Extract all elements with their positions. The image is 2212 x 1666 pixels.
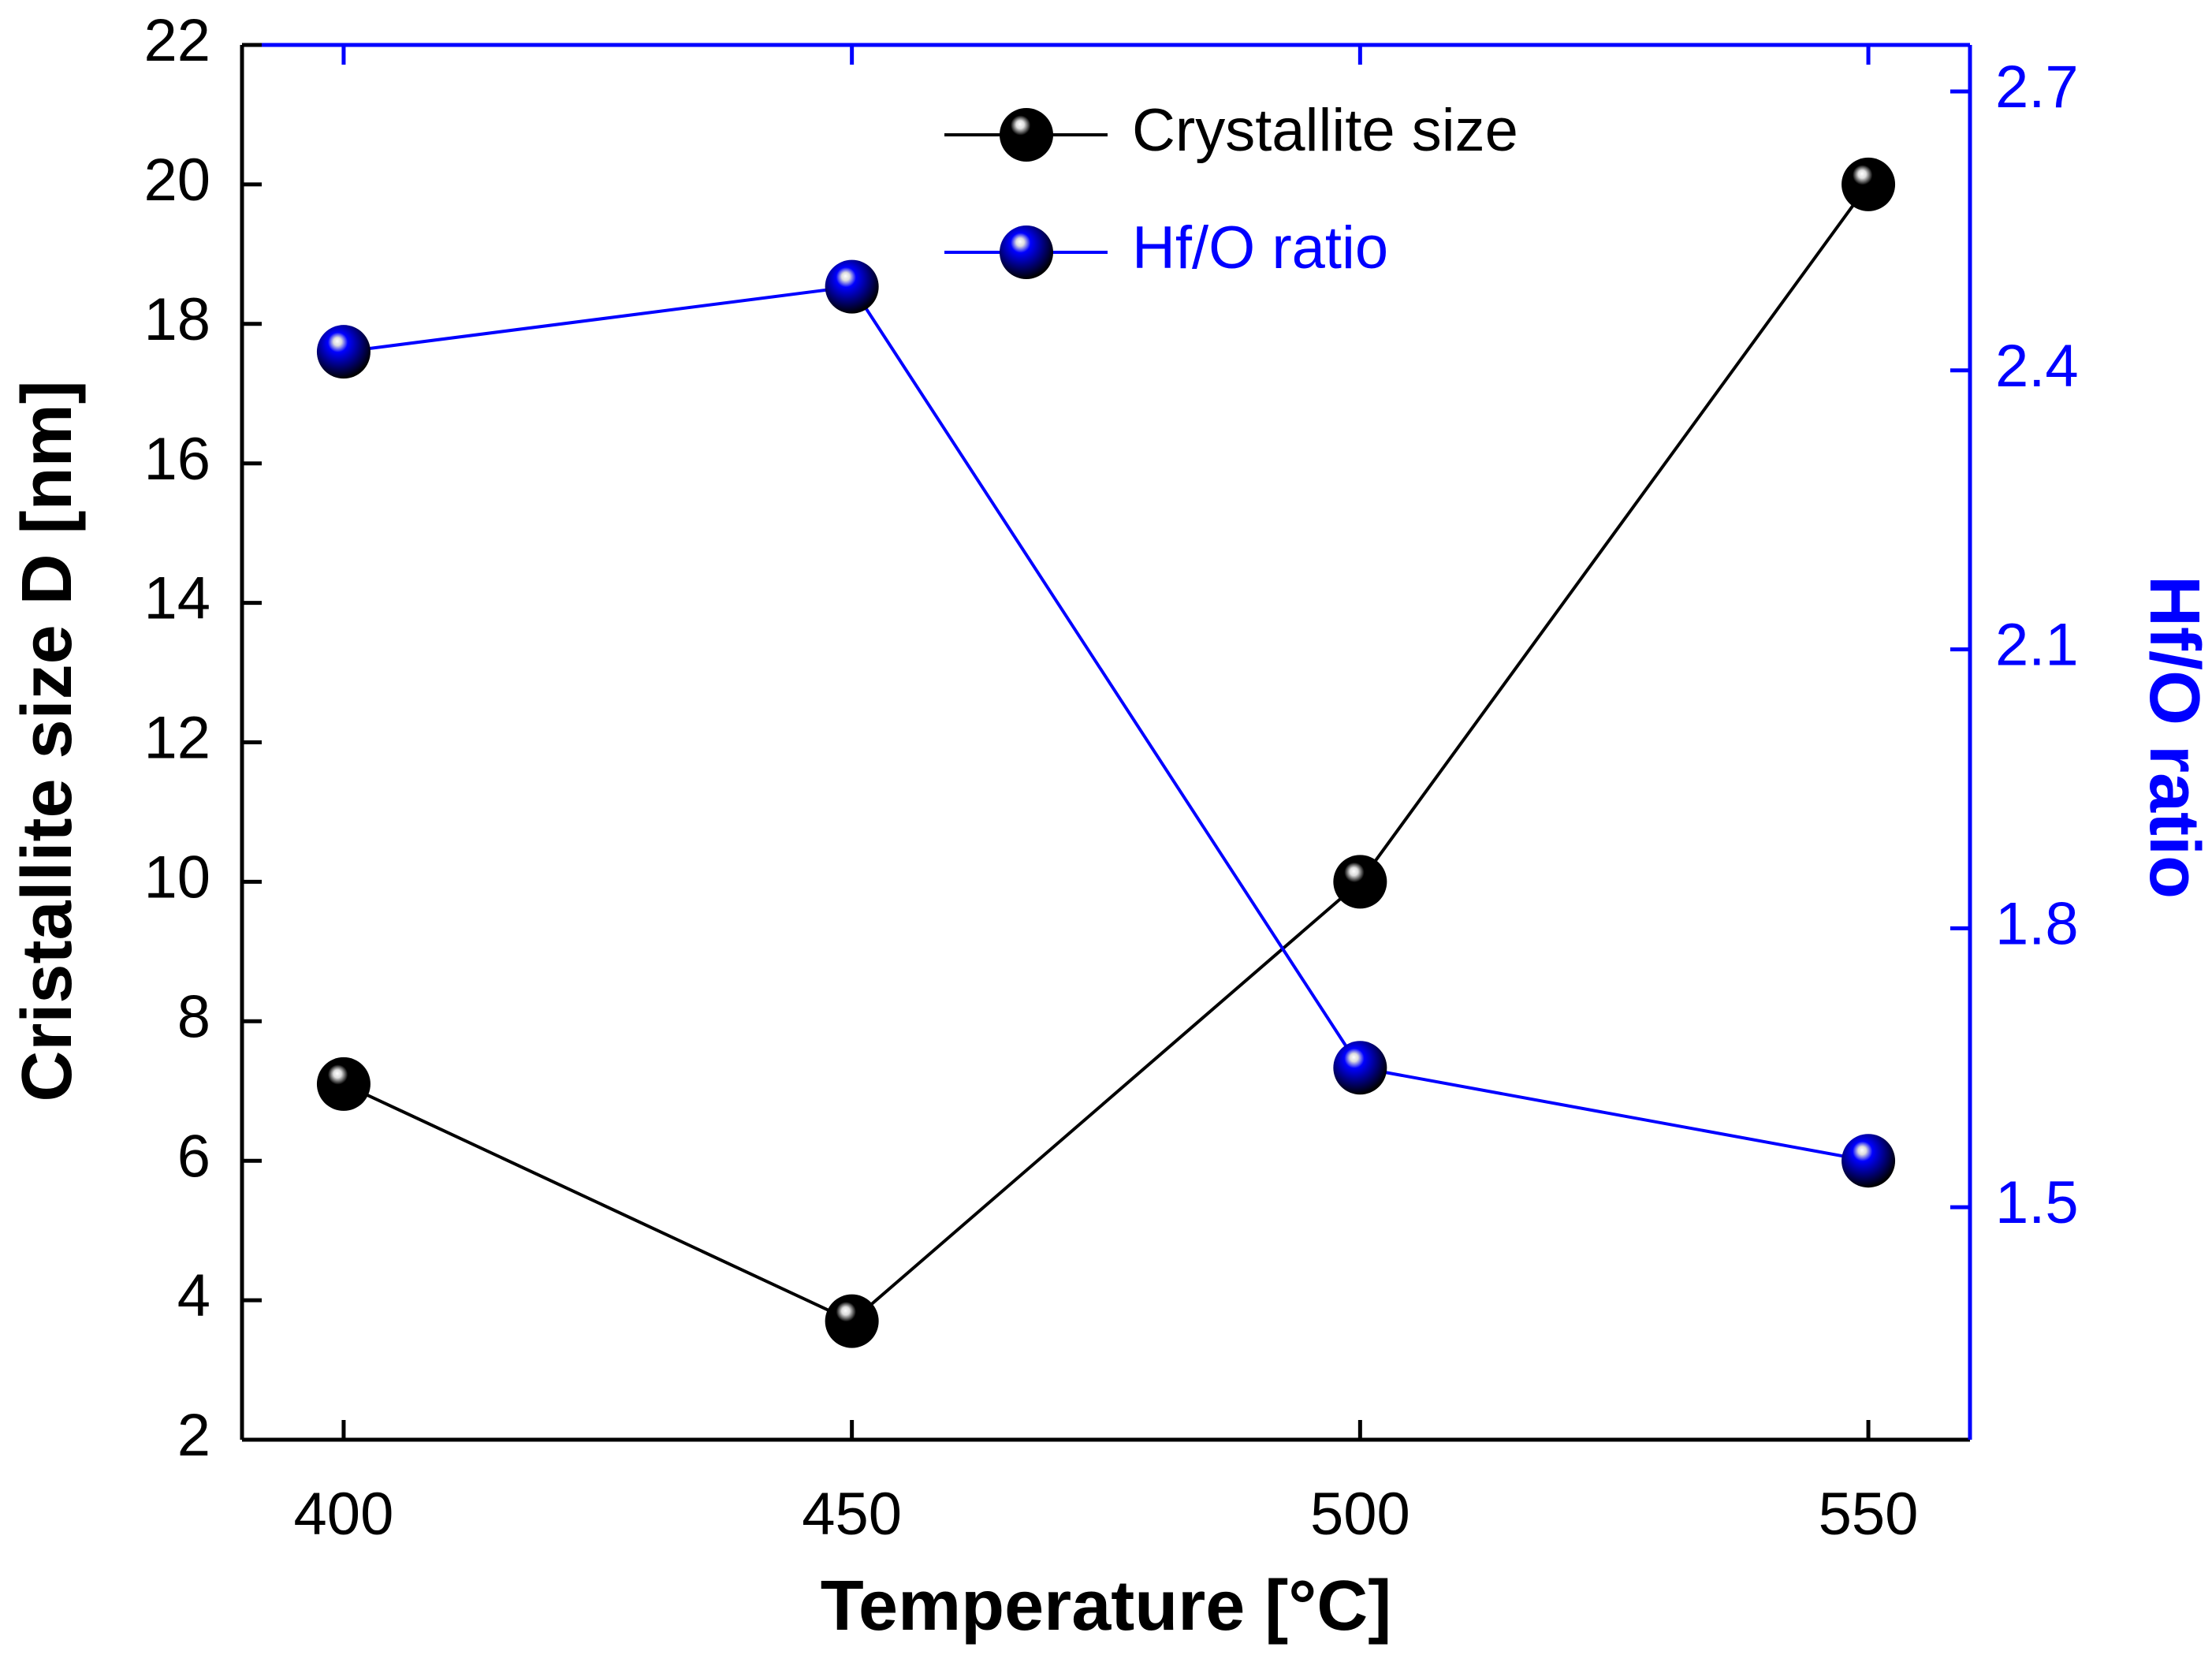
y-tick-label: 2 [177,1402,210,1469]
y-tick-label: 4 [177,1262,210,1329]
data-point [316,1057,371,1111]
legend-marker [1000,225,1053,279]
data-point [316,325,371,379]
y-tick-label: 10 [143,844,210,911]
y-tick-label: 16 [143,426,210,493]
series-line [343,183,1870,1323]
data-point [1841,157,1896,211]
y-tick-label: 20 [143,147,210,214]
y-tick-label: 6 [177,1123,210,1190]
x-tick-label: 400 [294,1481,394,1548]
data-point [825,259,879,314]
y-tick-label: 22 [143,7,210,74]
y-tick-label: 8 [177,983,210,1050]
x-tick-label: 500 [1310,1481,1410,1548]
y-axis-title: Cristallite size D [nm] [8,380,87,1101]
y2-tick-label: 2.1 [1995,612,2079,679]
x-tick-label: 550 [1819,1481,1919,1548]
y-tick-label: 18 [143,286,210,353]
x-axis-title: Temperature [°C] [821,1567,1391,1646]
x-tick-label: 450 [802,1481,902,1548]
data-point [1841,1134,1896,1188]
y2-tick-label: 1.5 [1995,1169,2079,1236]
y-tick-label: 12 [143,705,210,772]
legend-label: Crystallite size [1132,97,1518,164]
data-point [1333,855,1387,909]
y2-axis-title: Hf/O ratio [2135,576,2212,899]
legend-label: Hf/O ratio [1132,214,1388,281]
y2-tick-label: 1.8 [1995,890,2079,957]
data-point [825,1294,879,1348]
y-tick-label: 14 [143,565,210,632]
data-point [1333,1041,1387,1095]
y2-tick-label: 2.7 [1995,54,2079,121]
y2-tick-label: 2.4 [1995,333,2079,400]
legend-marker [1000,108,1053,162]
series-line [343,285,1869,1163]
